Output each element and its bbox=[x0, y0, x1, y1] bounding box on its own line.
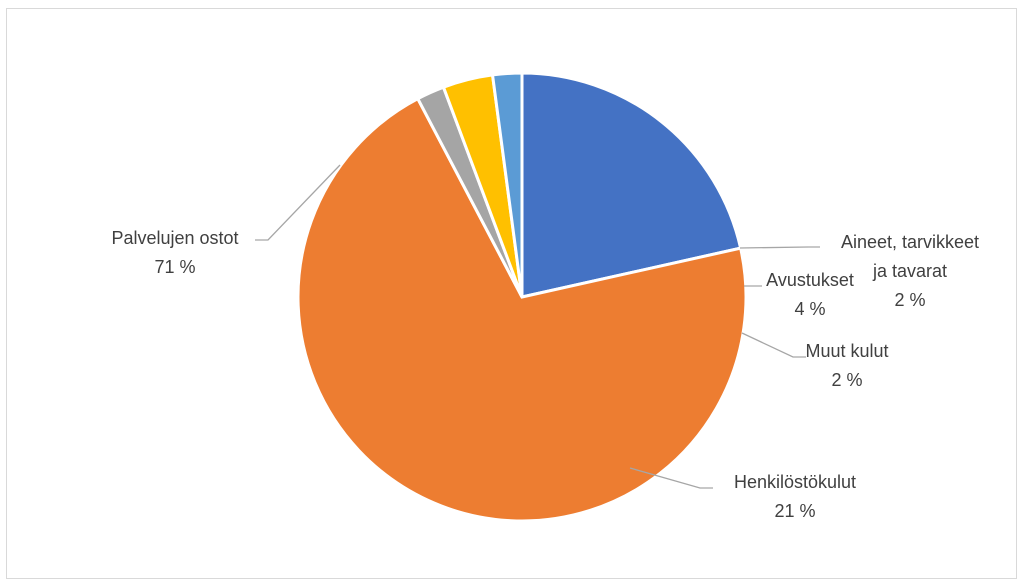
pie-slice-0 bbox=[520, 71, 743, 299]
slice-name-label-1: Palvelujen ostot bbox=[111, 228, 238, 248]
leader-line-2 bbox=[739, 246, 820, 249]
slice-name-label-4: Muut kulut bbox=[805, 341, 888, 361]
pie-slice-1 bbox=[296, 96, 748, 523]
slice-pct-label-2: 2 % bbox=[894, 290, 925, 310]
slice-labels: Henkilöstökulut 21 % Palvelujen ostot 71 % A… bbox=[111, 228, 979, 521]
leader-line-4 bbox=[741, 332, 806, 358]
pie-slices bbox=[296, 71, 748, 523]
slice-name-label-3: Avustukset bbox=[766, 270, 854, 290]
slice-name-label-2: Aineet, tarvikkeet bbox=[841, 232, 979, 252]
slice-name-label-0: Henkilöstökulut bbox=[734, 472, 856, 492]
slice-pct-label-4: 2 % bbox=[831, 370, 862, 390]
pie-slice-4 bbox=[490, 71, 524, 298]
slice-name-label-2: ja tavarat bbox=[872, 261, 947, 281]
leader-line-0 bbox=[629, 467, 713, 489]
leader-lines bbox=[255, 164, 820, 489]
leader-line-1 bbox=[255, 164, 341, 241]
slice-pct-label-1: 71 % bbox=[154, 257, 195, 277]
slice-pct-label-0: 21 % bbox=[774, 501, 815, 521]
slice-pct-label-3: 4 % bbox=[794, 299, 825, 319]
